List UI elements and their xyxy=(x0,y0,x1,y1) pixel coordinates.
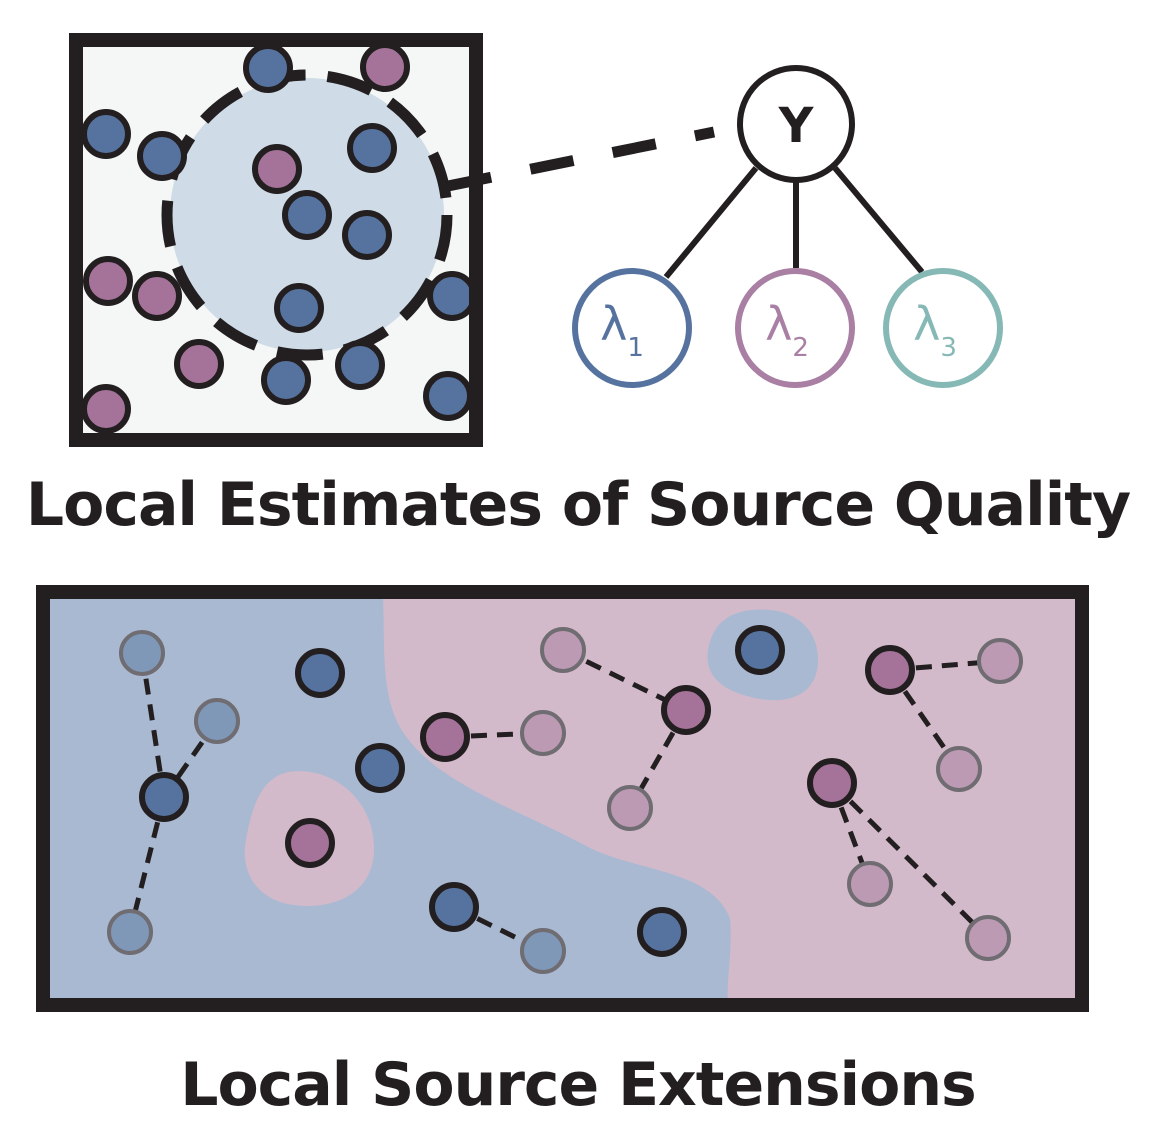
extended-point-pink xyxy=(607,785,653,831)
bottom-panel-title: Local Source Extensions xyxy=(180,1050,977,1120)
point-blue xyxy=(282,190,332,240)
extended-point-blue xyxy=(119,630,165,676)
point-pink xyxy=(360,42,410,92)
lambda1-label: λ1 xyxy=(600,297,644,363)
top-panel-frame xyxy=(69,33,483,447)
source-extension-panel xyxy=(36,585,1089,1012)
labeled-point-blue xyxy=(637,907,687,957)
extended-point-blue xyxy=(520,928,566,974)
point-pink xyxy=(252,144,302,194)
blue-region xyxy=(43,592,731,1005)
labeled-point-blue xyxy=(355,743,405,793)
lambda1-node xyxy=(572,268,692,388)
extended-point-pink xyxy=(936,746,982,792)
extended-point-pink xyxy=(847,861,893,907)
point-pink xyxy=(174,339,224,389)
lambda3-label: λ3 xyxy=(913,297,957,363)
labeled-point-blue xyxy=(429,882,479,932)
point-blue xyxy=(427,271,476,321)
edge-y-lambda3 xyxy=(832,166,925,274)
neighborhood-boundary xyxy=(161,69,453,361)
point-pink xyxy=(132,271,182,321)
labeled-point-pink xyxy=(661,685,711,735)
point-blue xyxy=(342,210,392,260)
extended-points xyxy=(107,627,1023,974)
point-blue xyxy=(261,355,311,405)
extended-point-blue xyxy=(194,698,240,744)
extended-point-pink xyxy=(965,915,1011,961)
top-panel-title: Local Estimates of Source Quality xyxy=(25,470,1131,540)
point-blue xyxy=(335,340,385,390)
edge-y-lambda1 xyxy=(663,166,759,279)
labeled-point-pink xyxy=(807,758,857,808)
labeled-point-pink xyxy=(420,712,470,762)
graphical-model: Y λ1 λ2 λ3 xyxy=(572,65,1003,388)
point-blue xyxy=(274,283,324,333)
point-blue xyxy=(81,109,131,159)
extended-point-pink xyxy=(977,638,1023,684)
local-estimate-panel xyxy=(69,33,483,447)
point-blue xyxy=(347,123,397,173)
point-blue xyxy=(423,371,473,421)
point-blue xyxy=(137,131,187,181)
point-pink xyxy=(83,256,133,306)
labeled-point-pink xyxy=(865,645,915,695)
extended-point-pink xyxy=(520,710,566,756)
lambda2-node xyxy=(735,268,855,388)
lambda3-node xyxy=(883,268,1003,388)
labeled-point-pink xyxy=(285,818,335,868)
y-node-label: Y xyxy=(778,98,815,154)
extended-point-blue xyxy=(107,909,153,955)
point-blue xyxy=(243,43,293,93)
y-node xyxy=(737,65,855,183)
bottom-panel-frame xyxy=(36,585,1089,1012)
labeled-point-blue xyxy=(139,772,189,822)
neighborhood-connector xyxy=(446,126,716,192)
labeled-points xyxy=(139,625,915,957)
labeled-point-blue xyxy=(735,625,785,675)
lambda2-label: λ2 xyxy=(765,297,809,363)
extended-point-pink xyxy=(540,627,586,673)
point-pink xyxy=(81,384,131,434)
labeled-point-blue xyxy=(295,648,345,698)
